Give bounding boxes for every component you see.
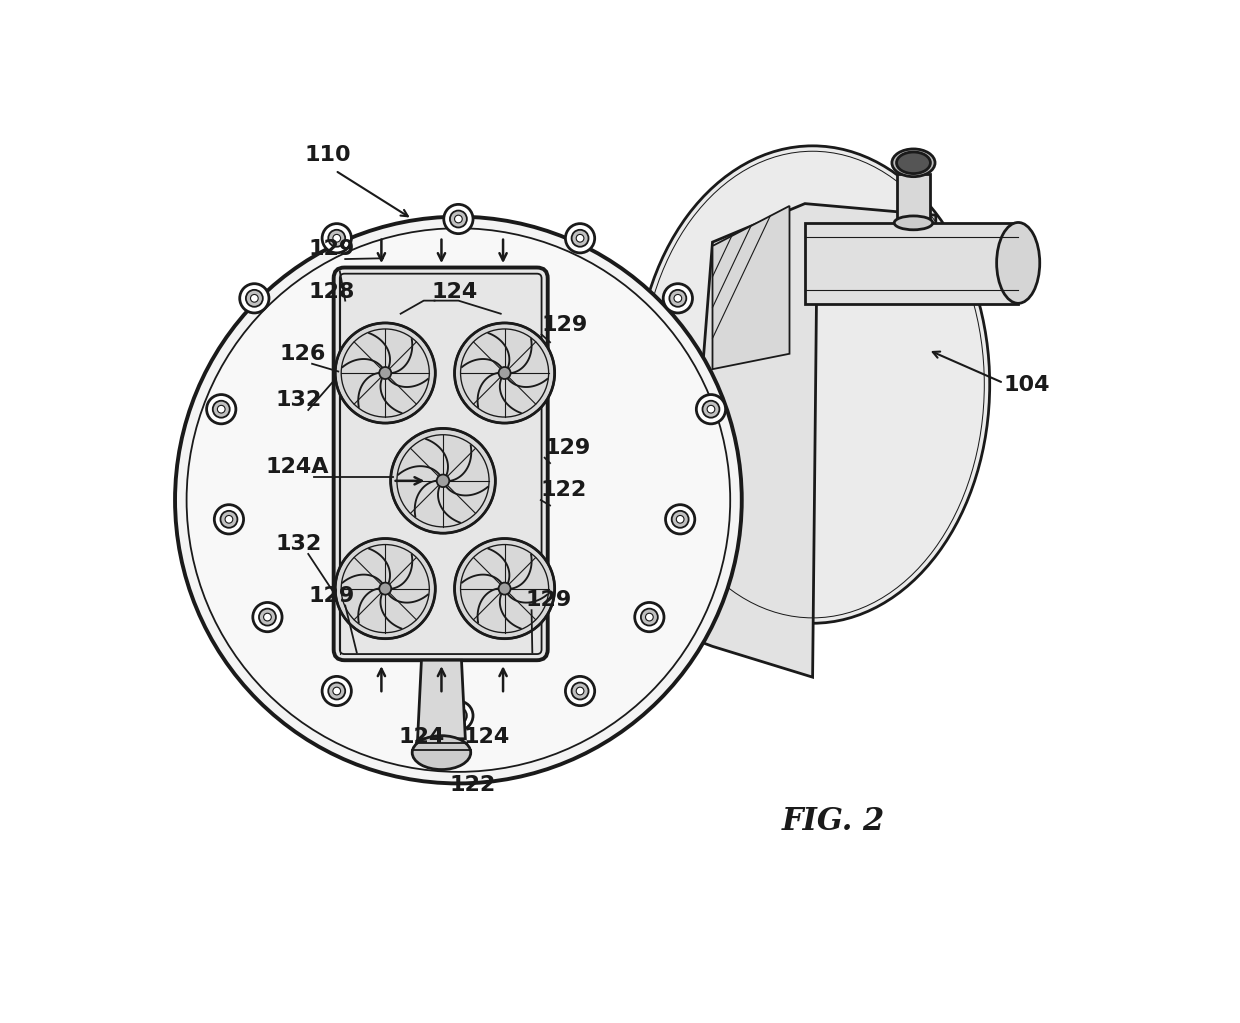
Circle shape — [666, 504, 694, 534]
Circle shape — [697, 395, 725, 424]
Circle shape — [436, 475, 449, 487]
Circle shape — [703, 401, 719, 417]
Ellipse shape — [892, 149, 935, 177]
Circle shape — [322, 224, 351, 253]
Text: 129: 129 — [309, 239, 355, 259]
Text: 122: 122 — [449, 775, 496, 795]
Circle shape — [498, 367, 511, 379]
Circle shape — [329, 230, 345, 247]
Circle shape — [379, 367, 392, 379]
Text: 129: 129 — [309, 586, 355, 606]
Circle shape — [455, 712, 463, 719]
Circle shape — [498, 583, 511, 594]
Circle shape — [186, 228, 730, 772]
Text: 124: 124 — [398, 726, 445, 747]
Polygon shape — [682, 204, 936, 677]
FancyBboxPatch shape — [334, 268, 548, 660]
Circle shape — [239, 283, 269, 313]
Circle shape — [663, 283, 692, 313]
Circle shape — [577, 234, 584, 242]
Circle shape — [565, 224, 595, 253]
Circle shape — [450, 707, 467, 724]
Text: 122: 122 — [541, 480, 587, 500]
Circle shape — [455, 538, 554, 638]
Circle shape — [335, 538, 435, 638]
Polygon shape — [898, 174, 930, 223]
Text: 110: 110 — [304, 145, 351, 166]
Circle shape — [246, 290, 263, 307]
Circle shape — [213, 401, 229, 417]
Ellipse shape — [997, 222, 1040, 304]
Circle shape — [259, 609, 277, 626]
Circle shape — [455, 215, 463, 223]
Circle shape — [675, 295, 682, 302]
Polygon shape — [418, 660, 465, 739]
Circle shape — [672, 510, 688, 528]
Circle shape — [444, 205, 472, 233]
Circle shape — [444, 701, 472, 730]
Circle shape — [450, 211, 467, 227]
Ellipse shape — [412, 736, 471, 769]
Circle shape — [335, 323, 435, 424]
Circle shape — [329, 682, 345, 700]
Circle shape — [215, 504, 243, 534]
Circle shape — [379, 583, 392, 594]
Text: 124: 124 — [432, 282, 477, 303]
Text: 128: 128 — [309, 282, 355, 303]
Circle shape — [565, 676, 595, 706]
Circle shape — [175, 217, 742, 784]
Circle shape — [253, 603, 281, 632]
Circle shape — [577, 687, 584, 695]
Circle shape — [250, 295, 258, 302]
Ellipse shape — [894, 216, 932, 230]
Circle shape — [707, 405, 714, 413]
Circle shape — [455, 323, 554, 424]
Text: 104: 104 — [1003, 374, 1050, 395]
Circle shape — [391, 429, 495, 533]
Text: 124A: 124A — [265, 457, 330, 477]
Circle shape — [332, 234, 341, 242]
Circle shape — [670, 290, 686, 307]
Circle shape — [332, 687, 341, 695]
Text: 129: 129 — [526, 590, 572, 611]
Circle shape — [646, 613, 653, 621]
Polygon shape — [805, 223, 1018, 304]
Circle shape — [322, 676, 351, 706]
Circle shape — [207, 395, 236, 424]
Circle shape — [676, 516, 684, 523]
Text: 129: 129 — [542, 315, 588, 335]
Ellipse shape — [897, 152, 930, 174]
Circle shape — [572, 230, 589, 247]
Circle shape — [641, 609, 658, 626]
Text: FIG. 2: FIG. 2 — [781, 806, 885, 837]
Circle shape — [217, 405, 226, 413]
Circle shape — [635, 603, 663, 632]
Text: 132: 132 — [277, 390, 322, 410]
Text: 126: 126 — [280, 344, 326, 364]
Polygon shape — [713, 206, 790, 369]
Text: 124: 124 — [463, 726, 510, 747]
Circle shape — [226, 516, 233, 523]
Text: 129: 129 — [544, 438, 591, 458]
Circle shape — [221, 510, 237, 528]
Text: 132: 132 — [277, 534, 322, 554]
Ellipse shape — [635, 146, 990, 623]
Circle shape — [264, 613, 272, 621]
Circle shape — [572, 682, 589, 700]
